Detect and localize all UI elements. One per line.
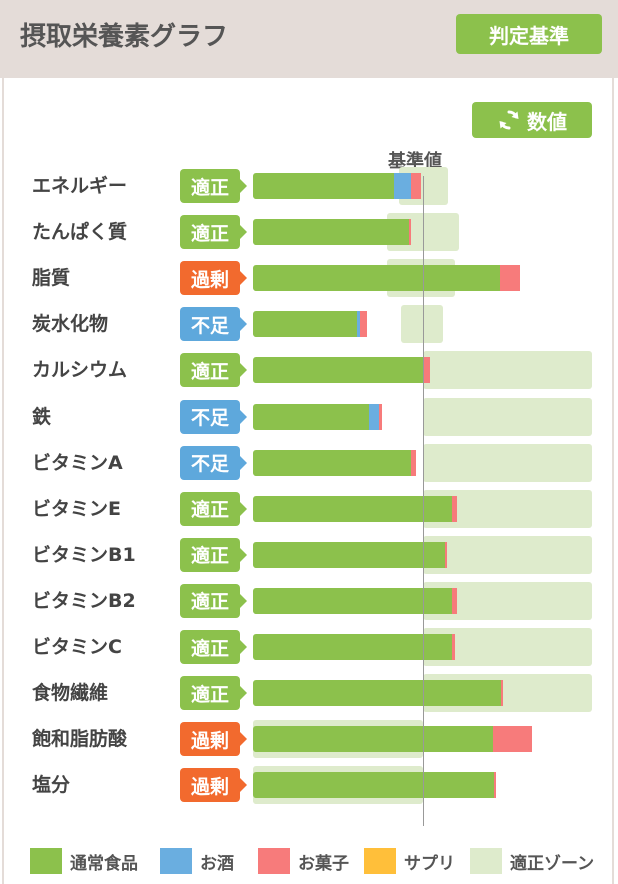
legend-item: 適正ゾーン (470, 848, 594, 874)
regular-bar (253, 219, 410, 246)
snack-bar (411, 173, 422, 199)
legend-swatch (364, 848, 396, 874)
snack-bar (423, 357, 430, 384)
header-bar: 摂取栄養素グラフ 判定基準 (0, 0, 618, 78)
nutrient-label: ビタミンB1 (32, 543, 136, 566)
snack-bar (499, 265, 520, 292)
nutrient-label: 鉄 (32, 405, 52, 428)
snack-bar (451, 495, 457, 522)
status-badge: 不足 (180, 445, 247, 480)
regular-bar (253, 449, 412, 476)
optimal-zone (423, 535, 592, 574)
regular-bar (253, 311, 357, 338)
snack-bar (494, 772, 497, 799)
legend-label: サプリ (404, 853, 455, 874)
content-frame (2, 78, 614, 884)
legend-swatch (470, 848, 502, 874)
status-badge: 適正 (180, 491, 247, 526)
snack-bar (451, 634, 456, 660)
regular-bar (253, 541, 446, 568)
legend-item: サプリ (364, 848, 455, 874)
regular-bar (253, 173, 395, 199)
alcohol-bar (356, 311, 361, 338)
legend-item: 通常食品 (30, 848, 138, 874)
reference-line (423, 176, 424, 826)
nutrient-label: 飽和脂肪酸 (32, 728, 128, 751)
regular-bar (253, 587, 452, 614)
regular-bar (253, 495, 452, 522)
optimal-zone (423, 397, 592, 436)
values-button-label: 数値 (527, 109, 567, 134)
status-badge: 適正 (180, 537, 247, 572)
nutrient-label: ビタミンC (32, 636, 122, 658)
criteria-button[interactable]: 判定基準 (456, 14, 602, 54)
regular-bar (253, 403, 369, 430)
regular-bar (253, 634, 452, 660)
nutrient-label: ビタミンB2 (32, 589, 136, 612)
status-badge: 適正 (180, 215, 247, 250)
snack-bar (451, 587, 457, 614)
snack-bar (411, 449, 417, 476)
regular-bar (253, 680, 502, 707)
nutrient-label: たんぱく質 (32, 221, 128, 244)
status-badge: 適正 (180, 676, 247, 711)
regular-bar (253, 265, 500, 292)
nutrient-label: ビタミンA (32, 451, 123, 474)
legend-label: お酒 (200, 853, 234, 874)
snack-bar (409, 219, 412, 246)
nutrient-label: 塩分 (32, 774, 71, 797)
alcohol-bar (394, 173, 412, 199)
status-badge: 過剰 (180, 722, 247, 757)
nutrient-label: カルシウム (32, 359, 128, 382)
nutrient-label: エネルギー (32, 175, 128, 197)
snack-bar (492, 726, 532, 753)
legend-label: 通常食品 (70, 853, 138, 874)
status-badge: 適正 (180, 169, 247, 203)
optimal-zone (423, 443, 592, 482)
legend-swatch (160, 848, 192, 874)
legend-label: お菓子 (298, 853, 349, 874)
regular-bar (253, 772, 495, 799)
legend-swatch (258, 848, 290, 874)
legend-item: お菓子 (258, 848, 349, 874)
snack-bar (445, 541, 447, 568)
nutrient-label: 食物繊維 (32, 682, 109, 705)
status-badge: 過剰 (180, 768, 247, 803)
status-badge: 適正 (180, 583, 247, 618)
status-badge: 不足 (180, 307, 247, 342)
snack-bar (360, 311, 367, 338)
status-badge: 不足 (180, 399, 247, 434)
optimal-zone (423, 351, 592, 390)
regular-bar (253, 726, 493, 753)
nutrient-label: ビタミンE (32, 497, 121, 520)
alcohol-bar (368, 403, 379, 430)
values-toggle-button[interactable]: 数値 (472, 102, 592, 138)
status-badge: 適正 (180, 630, 247, 664)
regular-bar (253, 357, 423, 384)
status-badge: 過剰 (180, 261, 247, 296)
optimal-zone (400, 305, 444, 344)
nutrient-label: 脂質 (32, 267, 71, 290)
status-badge: 適正 (180, 353, 247, 388)
nutrient-label: 炭水化物 (32, 313, 109, 336)
reference-label: 基準値 (388, 151, 442, 172)
snack-bar (378, 403, 383, 430)
legend-label: 適正ゾーン (510, 853, 595, 874)
snack-bar (501, 680, 503, 707)
legend-item: お酒 (160, 848, 234, 874)
refresh-icon (499, 110, 519, 130)
legend-swatch (30, 848, 62, 874)
page-title: 摂取栄養素グラフ (20, 22, 229, 52)
